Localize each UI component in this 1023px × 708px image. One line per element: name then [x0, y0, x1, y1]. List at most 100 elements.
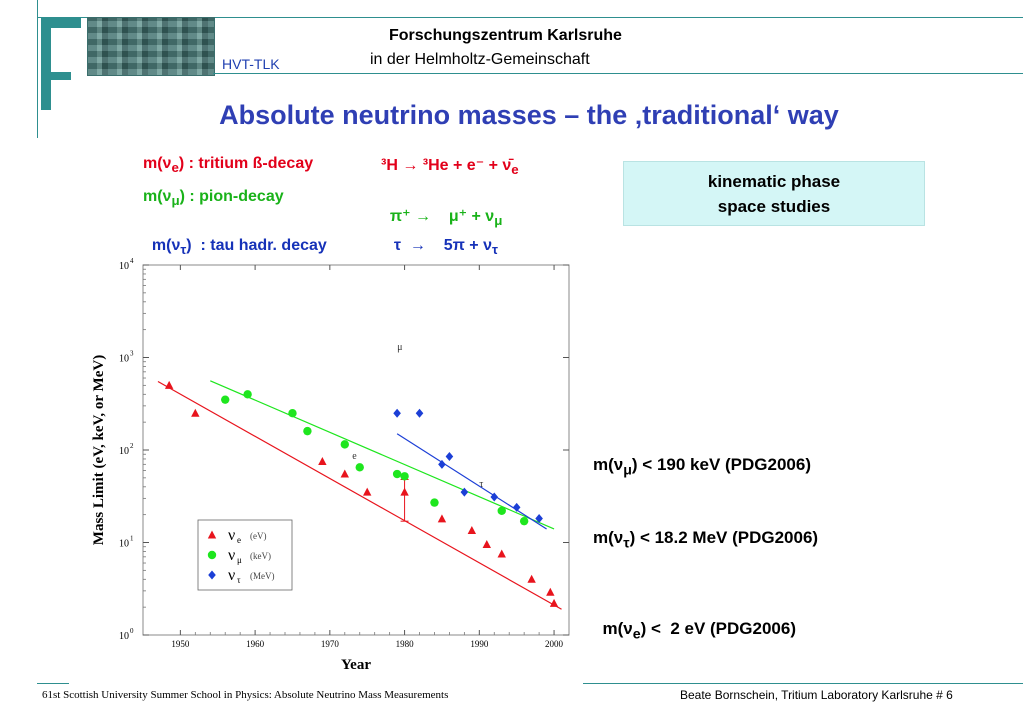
- decay-label-suffix: ) : tau hadr. decay: [186, 237, 327, 254]
- header-top-line: [37, 17, 1023, 18]
- data-point-triangle: [318, 457, 327, 466]
- decay-label-sub: e: [171, 160, 179, 176]
- data-point-triangle: [437, 514, 447, 523]
- group-label: HVT-TLK: [222, 56, 280, 72]
- data-point-triangle: [340, 469, 349, 478]
- data-point-triangle: [191, 408, 200, 417]
- data-point-diamond: [535, 513, 543, 523]
- y-tick-label: 10: [119, 631, 129, 642]
- decay-reaction-sub: e: [511, 162, 519, 178]
- legend-symbol: ν: [228, 567, 235, 584]
- series-annotation: e: [352, 451, 357, 462]
- decay-item-tau: m(ντ) : tau hadr. decay: [143, 219, 327, 257]
- data-point-circle: [355, 463, 364, 472]
- decay-reaction: ³H → ³He + e⁻ + ν̄: [381, 157, 512, 174]
- decay-label-suffix: ) : tritium ß-decay: [178, 155, 314, 172]
- result-sub: e: [632, 626, 641, 643]
- legend-unit: (eV): [250, 531, 267, 541]
- y-tick-exponent: 2: [130, 442, 134, 450]
- y-axis-label: Mass Limit (eV, keV, or MeV): [91, 355, 107, 545]
- page-title: Absolute neutrino masses – the ‚traditio…: [219, 100, 839, 130]
- decay-reaction-sub: τ: [491, 242, 498, 258]
- decay-reaction-tau: τ → 5π + ντ: [385, 219, 498, 257]
- data-point-circle: [303, 426, 312, 436]
- legend-symbol: ν: [228, 527, 235, 544]
- footer-author: Beate Bornschein, Tritium Laboratory Kar…: [680, 688, 953, 702]
- institute-name: Forschungszentrum Karlsruhe: [389, 27, 622, 44]
- trend-line: [396, 433, 547, 530]
- data-point-triangle: [546, 587, 555, 596]
- result-prefix: m(ν: [602, 619, 633, 638]
- data-point-circle: [519, 516, 529, 526]
- legend: ν e (eV)ν μ (keV)ν τ (MeV): [197, 519, 293, 591]
- data-point-diamond: [460, 487, 469, 497]
- footer-line-left: [37, 683, 69, 684]
- callout-line-1: kinematic phase: [707, 172, 841, 191]
- decay-item-pion: m(νμ) : pion-decay: [143, 188, 284, 208]
- y-tick-exponent: 3: [130, 350, 134, 358]
- result-suffix: ) < 190 keV (PDG2006): [631, 455, 811, 474]
- trend-line: [157, 380, 562, 610]
- y-tick-label: 10: [119, 354, 129, 365]
- series-annotation: μ: [397, 342, 402, 353]
- x-tick-label: 1960: [246, 639, 265, 649]
- y-tick-label: 10: [119, 446, 129, 457]
- decay-reaction: τ → 5π + ν: [393, 237, 492, 254]
- data-point-circle: [340, 440, 349, 449]
- decay-label-prefix: m(ν: [143, 188, 172, 205]
- result-suffix: ) < 2 eV (PDG2006): [640, 619, 796, 638]
- result-prefix: m(ν: [593, 528, 624, 547]
- data-point-triangle: [527, 574, 536, 583]
- footer-event: 61st Scottish University Summer School i…: [42, 689, 449, 701]
- fzk-logo-mid-bar: [41, 72, 71, 80]
- legend-unit: (keV): [250, 551, 271, 561]
- left-border-line: [37, 0, 38, 138]
- y-tick-exponent: 4: [130, 257, 134, 265]
- data-point-diamond: [438, 459, 446, 469]
- legend-subscript: τ: [237, 575, 241, 585]
- data-point-diamond: [445, 452, 454, 462]
- decay-label-suffix: ) : pion-decay: [179, 188, 284, 205]
- data-point-triangle: [549, 598, 559, 607]
- data-point-circle: [497, 506, 506, 516]
- legend-subscript: e: [237, 535, 241, 545]
- fzk-logo-top-bar: [41, 18, 81, 28]
- legend-marker: [207, 550, 217, 560]
- result-prefix: m(ν: [593, 455, 624, 474]
- callout-line-2: space studies: [717, 197, 831, 216]
- result-sub: τ: [623, 535, 630, 552]
- decay-reaction-tritium: ³H → ³He + e⁻ + ν̄e: [381, 155, 519, 177]
- data-points: [164, 380, 559, 607]
- legend-unit: (MeV): [250, 571, 275, 581]
- fzk-logo-lower: [41, 80, 51, 110]
- fzk-logo: [41, 18, 51, 74]
- data-point-circle: [288, 408, 297, 418]
- y-tick-exponent: 1: [130, 535, 134, 543]
- decay-label-prefix: m(ν: [151, 237, 181, 254]
- legend-symbol: ν: [228, 547, 235, 564]
- footer-line-right: [583, 683, 1023, 684]
- callout-box: kinematic phase space studies: [623, 161, 925, 226]
- x-axis-label: Year: [341, 657, 371, 673]
- data-point-triangle: [164, 380, 174, 389]
- legend-marker: [208, 570, 216, 580]
- decay-item-tritium: m(νe) : tritium ß-decay: [143, 155, 313, 175]
- decay-reaction-sub: μ: [494, 213, 503, 229]
- data-point-circle: [392, 469, 402, 479]
- data-point-triangle: [363, 487, 372, 496]
- result-numu: m(νμ) < 190 keV (PDG2006): [593, 455, 811, 478]
- trend-line: [210, 380, 555, 530]
- data-point-triangle: [400, 487, 409, 496]
- data-point-diamond: [490, 492, 499, 502]
- y-tick-label: 10: [119, 539, 129, 550]
- series-annotation: τ: [479, 479, 483, 490]
- result-nutau: m(ντ) < 18.2 MeV (PDG2006): [593, 528, 818, 551]
- data-point-circle: [430, 498, 439, 507]
- y-tick-label: 10: [119, 261, 129, 272]
- x-tick-label: 1980: [396, 639, 415, 649]
- data-point-circle: [400, 472, 409, 481]
- decay-label-sub: τ: [180, 242, 187, 258]
- y-tick-exponent: 0: [130, 627, 134, 635]
